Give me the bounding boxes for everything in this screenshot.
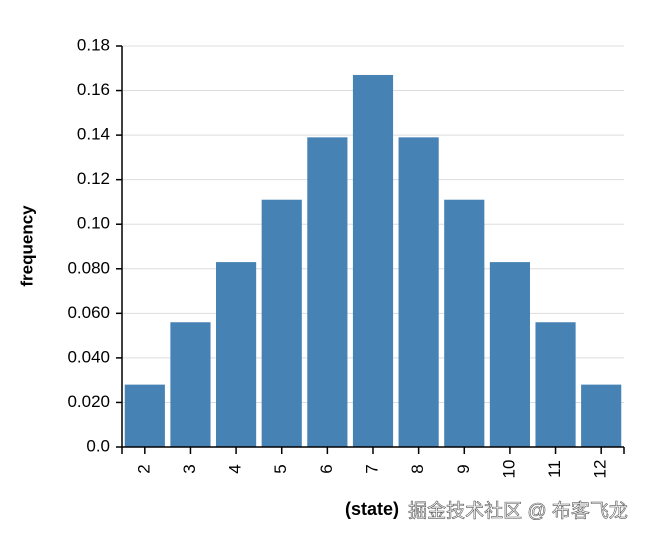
x-tick-label: 11 [545,460,564,478]
y-tick-label: 0.0 [86,436,110,455]
y-tick-label: 0.020 [67,392,110,411]
bar [489,262,530,447]
x-tick-label: 9 [454,464,473,473]
bar [535,322,576,447]
y-axis-title: frequency [17,205,36,287]
watermark: 掘金技术社区 @ 布客飞龙 [408,500,628,522]
x-axis-title: (state) [345,499,399,519]
x-tick-label: 3 [180,464,199,473]
x-tick-label: 8 [408,464,427,473]
y-tick-label: 0.16 [77,80,110,99]
y-tick-label: 0.18 [77,35,110,54]
x-tick-label: 2 [134,464,153,473]
y-tick-label: 0.040 [67,347,110,366]
y-tick-label: 0.10 [77,214,110,233]
y-tick-label: 0.14 [77,125,110,144]
bar [216,262,257,447]
bar [124,384,165,447]
y-tick-label: 0.080 [67,258,110,277]
x-tick-label: 10 [499,460,518,479]
y-tick-label: 0.12 [77,169,110,188]
x-tick-label: 6 [317,464,336,473]
bar [352,74,394,447]
bar [261,199,302,447]
bar [398,137,439,448]
bar [170,322,211,447]
bar [307,137,348,448]
x-tick-label: 12 [591,460,610,479]
bar [581,384,622,447]
y-tick-label: 0.060 [67,303,110,322]
x-tick-label: 4 [226,464,245,473]
x-tick-label: 7 [362,464,381,473]
bar [444,199,485,447]
x-tick-label: 5 [271,464,290,473]
